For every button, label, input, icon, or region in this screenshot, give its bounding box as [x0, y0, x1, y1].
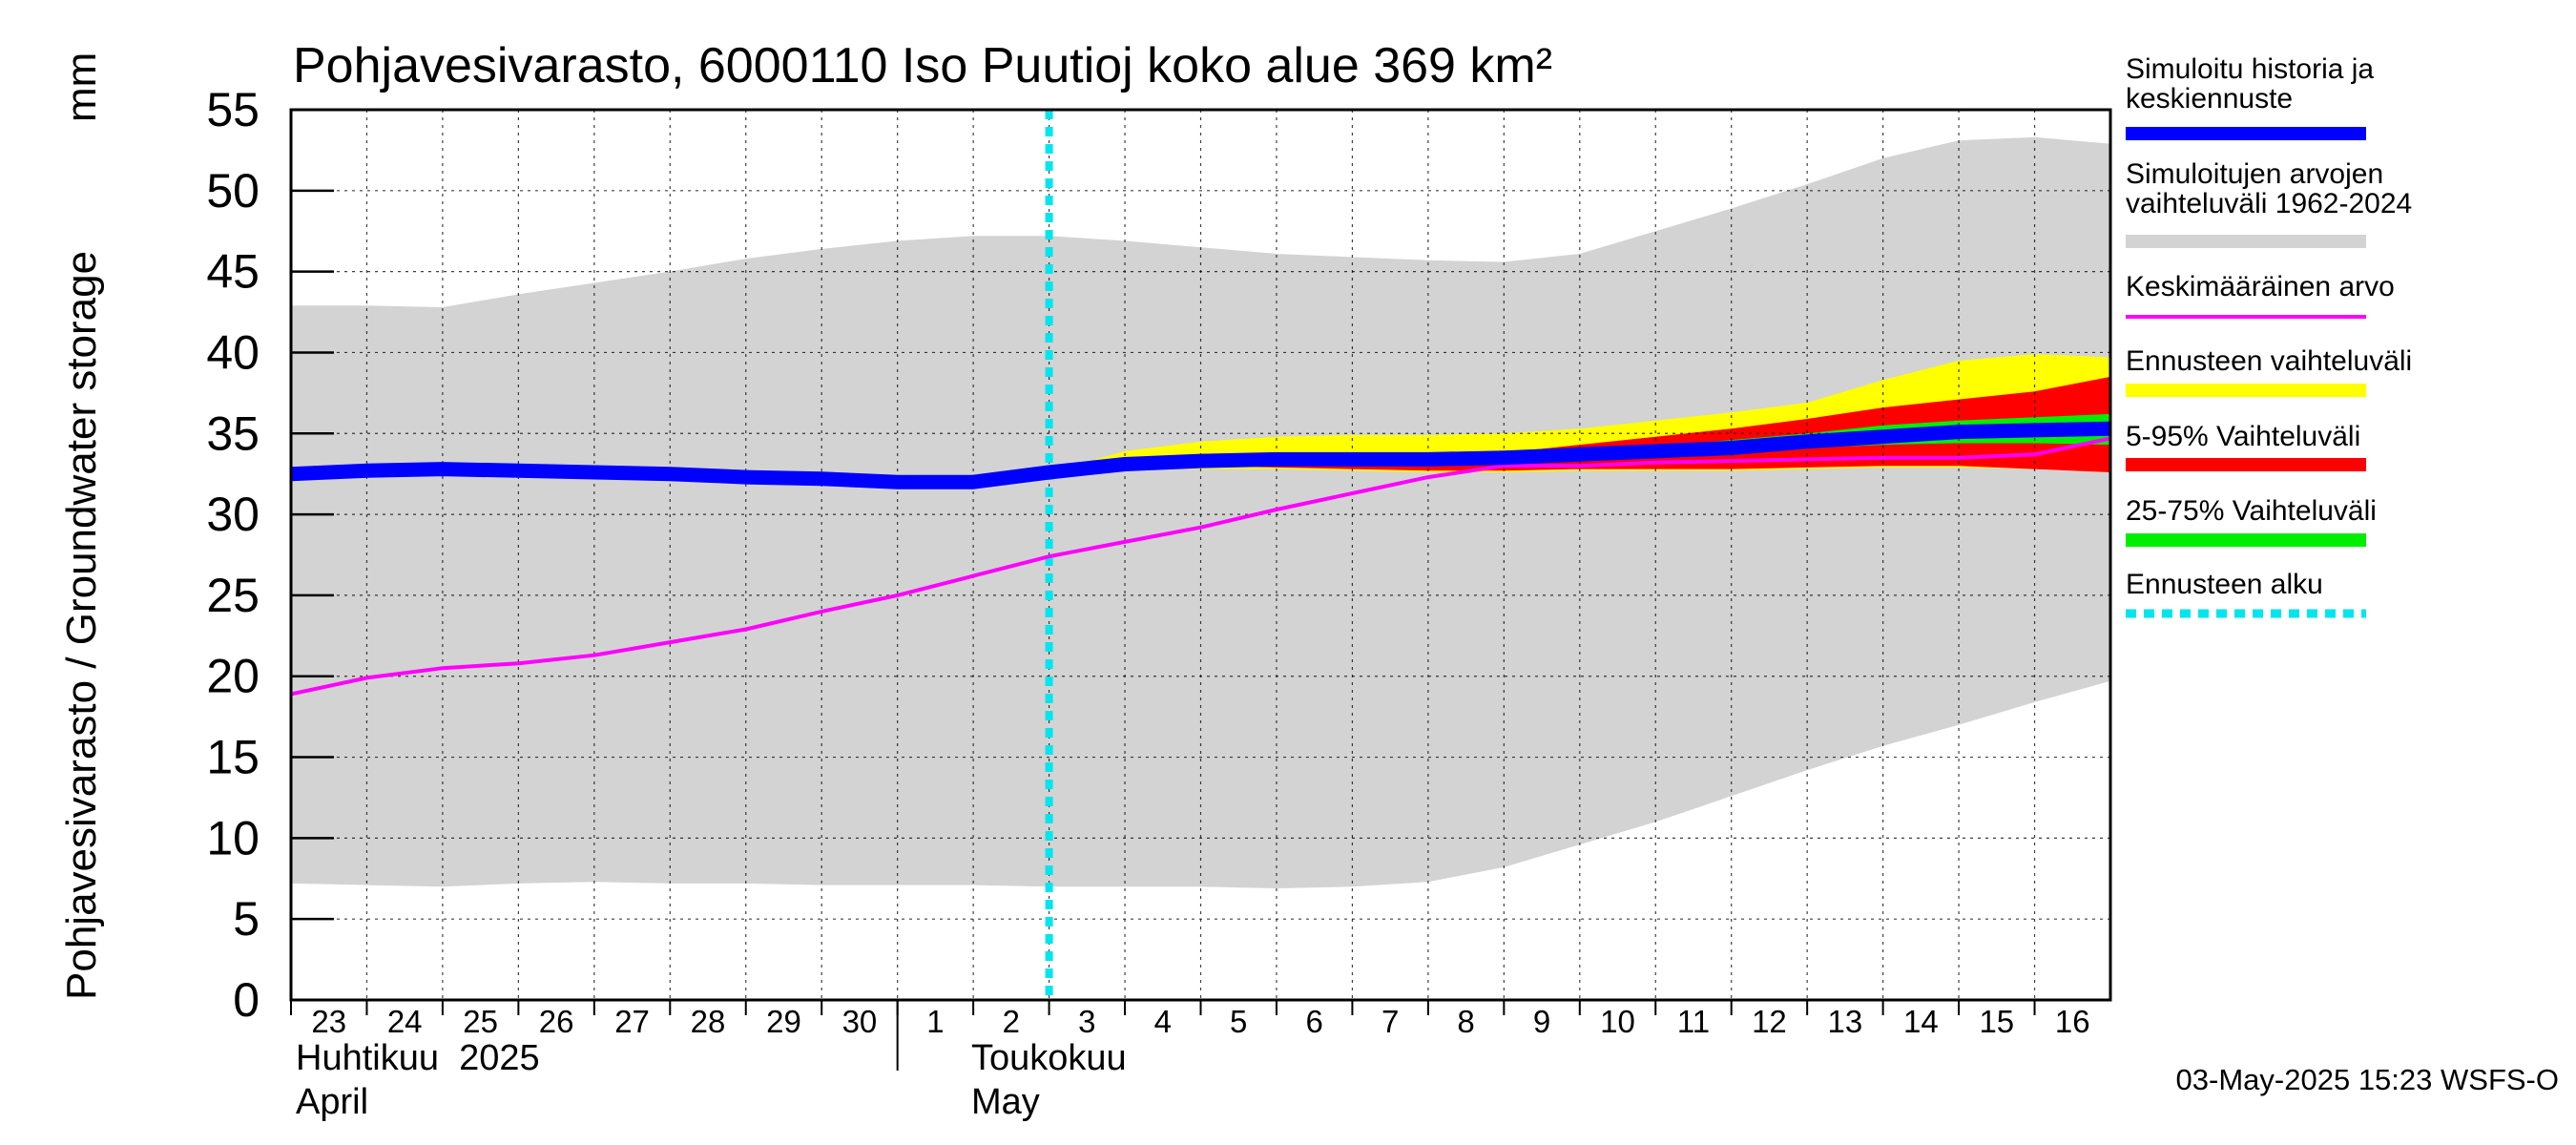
- mean-value-line: [290, 436, 2111, 697]
- x-tick-label: 14: [1903, 1004, 1939, 1039]
- y-axis: 0 5 10 15 20 25 30 35 40 45 50 55: [206, 83, 334, 1027]
- legend-label: 25-75% Vaihteluväli: [2126, 495, 2377, 527]
- legend-label: keskiennuste: [2126, 83, 2293, 114]
- month-label-may-fi: Toukokuu: [971, 1038, 1127, 1078]
- legend-label: vaihteluväli 1962-2024: [2126, 188, 2412, 219]
- legend-label: Keskimääräinen arvo: [2126, 271, 2395, 302]
- y-tick-label: 45: [206, 245, 260, 299]
- month-label-april-fi: Huhtikuu 2025: [296, 1038, 540, 1078]
- y-tick-label: 30: [206, 488, 260, 541]
- x-tick-label: 3: [1078, 1004, 1095, 1039]
- grid-layer: [291, 110, 2110, 1000]
- y-tick-label: 50: [206, 164, 260, 218]
- x-tick-label: 6: [1306, 1004, 1323, 1039]
- legend-label: Ennusteen vaihteluväli: [2126, 345, 2412, 377]
- x-tick-label: 10: [1600, 1004, 1635, 1039]
- x-axis: 23 24 25 26 27 28 29 30 1 2 3 4 5 6 7 8 9 10 11 12 13 14 15 16: [290, 1000, 2090, 1071]
- x-tick-label: 13: [1828, 1004, 1863, 1039]
- simulated-history-line: [290, 421, 2111, 489]
- month-label-may-en: May: [971, 1082, 1040, 1122]
- y-tick-label: 15: [206, 731, 260, 784]
- x-tick-label: 5: [1230, 1004, 1247, 1039]
- y-tick-label: 20: [206, 650, 260, 703]
- x-tick-label: 1: [926, 1004, 944, 1039]
- x-tick-label: 28: [691, 1004, 726, 1039]
- y-tick-label: 5: [233, 892, 260, 946]
- x-tick-label: 27: [614, 1004, 650, 1039]
- x-tick-label: 30: [842, 1004, 878, 1039]
- x-tick-label: 15: [1979, 1004, 2014, 1039]
- x-tick-label: 11: [1677, 1004, 1710, 1039]
- x-tick-label: 24: [387, 1004, 423, 1039]
- y-tick-label: 25: [206, 569, 260, 622]
- legend-label: 5-95% Vaihteluväli: [2126, 421, 2360, 452]
- y-tick-label: 0: [233, 973, 260, 1027]
- y-tick-label: 10: [206, 811, 260, 864]
- y-tick-label: 55: [206, 83, 260, 136]
- timestamp: 03-May-2025 15:23 WSFS-O: [2176, 1063, 2559, 1096]
- legend-label: Simuloitu historia ja: [2126, 53, 2374, 85]
- y-tick-label: 35: [206, 406, 260, 460]
- legend-label: Simuloitujen arvojen: [2126, 158, 2383, 190]
- x-tick-label: 8: [1457, 1004, 1474, 1039]
- forecast-5-95-band: [1049, 376, 2110, 472]
- x-tick-label: 12: [1752, 1004, 1787, 1039]
- x-tick-label: 25: [463, 1004, 498, 1039]
- x-tick-label: 4: [1154, 1004, 1172, 1039]
- y-axis-unit: mm: [58, 52, 105, 122]
- y-axis-label: Pohjavesivarasto / Groundwater storage: [58, 251, 105, 1000]
- x-tick-label: 29: [766, 1004, 801, 1039]
- x-tick-label: 7: [1381, 1004, 1399, 1039]
- legend-label: Ennusteen alku: [2126, 569, 2323, 600]
- chart-title: Pohjavesivarasto, 6000110 Iso Puutioj ko…: [293, 38, 1552, 94]
- month-label-april-en: April: [296, 1082, 368, 1122]
- x-tick-label: 16: [2055, 1004, 2090, 1039]
- y-tick-label: 40: [206, 325, 260, 379]
- series-layer: [290, 110, 2111, 1000]
- x-tick-label: 9: [1533, 1004, 1550, 1039]
- x-tick-label: 23: [311, 1004, 346, 1039]
- x-tick-label: 26: [539, 1004, 574, 1039]
- x-tick-label: 2: [1003, 1004, 1020, 1039]
